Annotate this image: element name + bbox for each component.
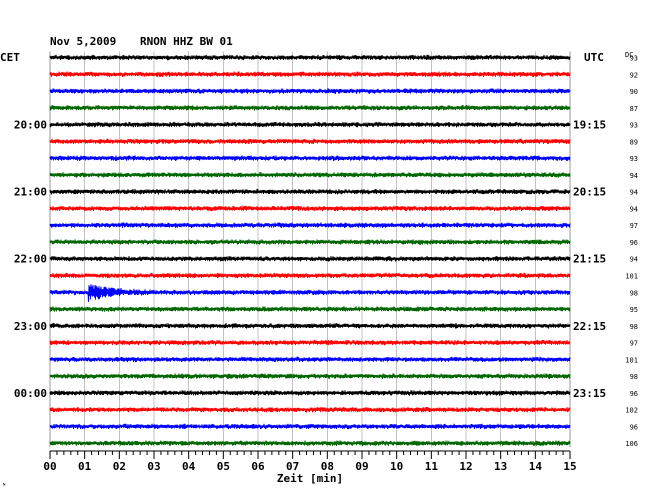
x-tick-label: 11: [425, 460, 439, 473]
x-tick-label: 06: [251, 460, 265, 473]
seismic-trace: [49, 71, 571, 78]
seismic-trace: [49, 205, 571, 212]
x-tick-label: 10: [390, 460, 403, 473]
dc-value: 89: [630, 138, 638, 146]
seismic-trace: [49, 188, 571, 195]
dc-value: 96: [630, 390, 638, 398]
title-station: RNON HHZ BW 01: [140, 35, 233, 48]
seismic-trace: [49, 155, 571, 162]
dc-value: 93: [630, 122, 638, 130]
dc-value: 94: [630, 256, 638, 264]
seismic-trace: [49, 87, 571, 95]
x-tick-label: 00: [43, 460, 56, 473]
right-hour-label: 22:15: [573, 320, 606, 333]
seismic-trace: [49, 171, 571, 178]
dc-header-label: DC: [625, 51, 633, 59]
grid: [49, 51, 571, 459]
x-tick-label: 12: [459, 460, 472, 473]
left-hour-label: 00:00: [14, 387, 47, 400]
x-tick-label: 02: [113, 460, 126, 473]
dc-value: 98: [630, 289, 638, 297]
seismic-trace: [49, 222, 571, 229]
right-hour-label: 23:15: [573, 387, 606, 400]
dc-value: 97: [630, 222, 638, 230]
x-tick-label: 03: [147, 460, 160, 473]
x-tick-label: 01: [78, 460, 92, 473]
corner-mark: ᴺ: [2, 482, 6, 490]
x-tick-label: 15: [563, 460, 576, 473]
dc-value: 101: [625, 273, 638, 281]
dc-value: 98: [630, 323, 638, 331]
dc-value: 106: [625, 440, 638, 448]
dc-value: 93: [630, 155, 638, 163]
seismic-trace: [49, 406, 571, 413]
seismic-trace: [49, 305, 571, 312]
right-hour-label: 20:15: [573, 186, 606, 199]
seismic-trace: [49, 239, 571, 245]
x-tick-label: 05: [217, 460, 230, 473]
dc-value: 90: [630, 88, 638, 96]
dc-value: 96: [630, 239, 638, 247]
seismic-trace: [49, 389, 571, 396]
dc-value: 94: [630, 189, 638, 197]
left-hour-label: 20:00: [14, 119, 47, 132]
seismic-trace: [49, 373, 571, 380]
dc-value: 92: [630, 71, 638, 79]
dc-value: 98: [630, 373, 638, 381]
labels: 00 01 02 03 04 05 06 07 08 09 10 11 12 13 14 15 93 92 90 87…: [14, 55, 638, 474]
dc-value: 94: [630, 205, 638, 213]
seismic-trace: [49, 284, 571, 302]
right-timezone-label: UTC: [584, 51, 604, 64]
seismic-trace: [49, 339, 571, 346]
traces: [49, 54, 571, 447]
left-hour-label: 21:00: [14, 186, 47, 199]
title-date: Nov 5,2009: [50, 35, 116, 48]
right-hour-label: 21:15: [573, 253, 606, 266]
seismic-trace: [49, 322, 571, 329]
dc-value: 102: [625, 407, 638, 415]
seismic-trace: [49, 104, 571, 111]
x-tick-label: 13: [494, 460, 507, 473]
left-hour-label: 23:00: [14, 320, 47, 333]
dc-value: 94: [630, 172, 638, 180]
dc-value: 93: [630, 55, 638, 63]
left-timezone-label: CET: [0, 51, 20, 64]
seismic-trace: [49, 138, 571, 145]
dc-value: 96: [630, 423, 638, 431]
seismic-trace: [49, 272, 571, 279]
x-tick-label: 08: [321, 460, 334, 473]
x-tick-label: 14: [529, 460, 543, 473]
seismic-trace: [49, 255, 571, 262]
dc-value: 87: [630, 105, 638, 113]
dc-value: 97: [630, 340, 638, 348]
left-hour-label: 22:00: [14, 253, 47, 266]
seismic-trace: [49, 121, 571, 128]
x-tick-label: 07: [286, 460, 299, 473]
seismic-trace: [49, 440, 571, 447]
seismic-trace: [49, 54, 571, 61]
seismic-trace: [49, 423, 571, 430]
dc-value: 95: [630, 306, 638, 314]
seismic-trace: [49, 356, 571, 363]
dc-value: 101: [625, 356, 638, 364]
x-tick-label: 09: [355, 460, 368, 473]
x-tick-label: 04: [182, 460, 196, 473]
x-axis-label: Zeit [min]: [277, 472, 343, 485]
right-hour-label: 19:15: [573, 119, 606, 132]
